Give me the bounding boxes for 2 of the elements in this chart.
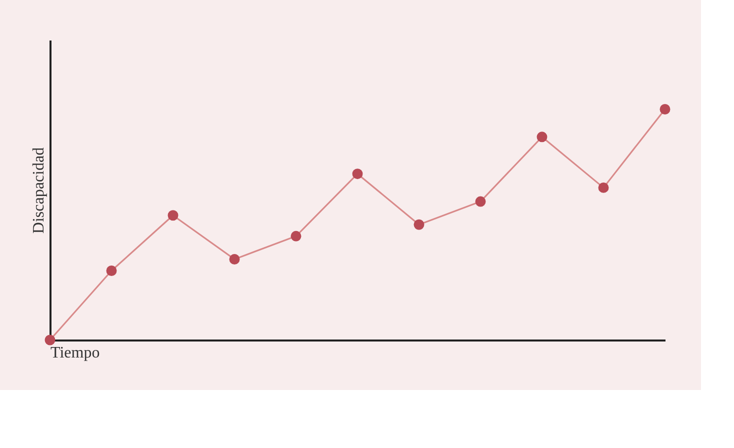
y-axis-title: Discapacidad bbox=[30, 147, 48, 234]
x-axis-title: Tiempo bbox=[50, 344, 100, 362]
